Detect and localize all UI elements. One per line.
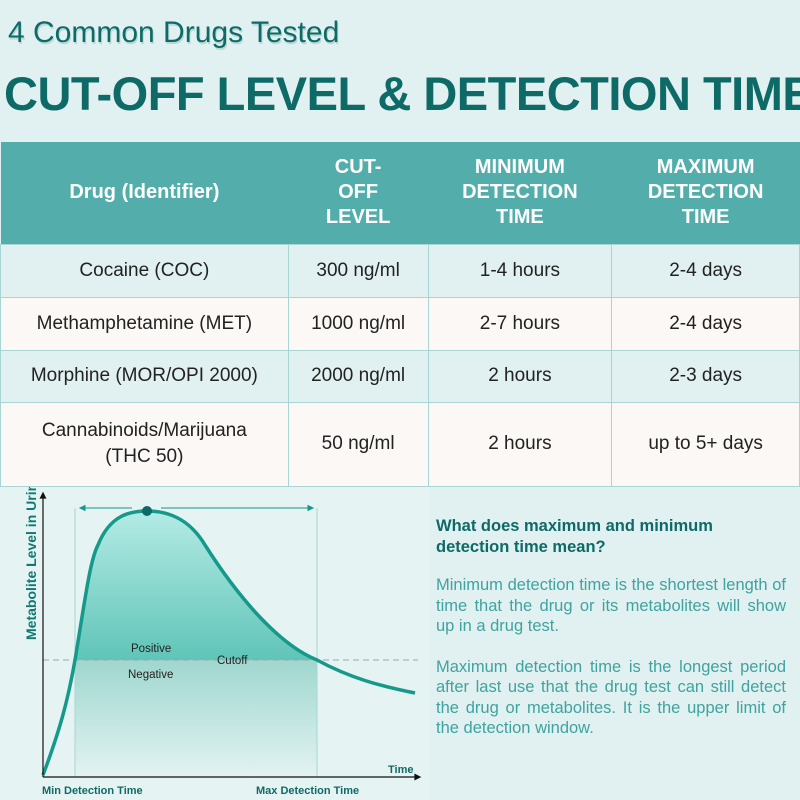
cell-cutoff: 50 ng/ml	[287, 401, 429, 487]
detection-diagram: Metabolite Level in Urine Time Positive …	[0, 487, 430, 800]
negative-label: Negative	[128, 669, 173, 681]
min-detection-label: Min Detection Time	[42, 785, 143, 797]
peak-dot	[142, 506, 152, 516]
axes	[39, 491, 422, 781]
positive-region	[75, 511, 317, 660]
table-row: Cannabinoids/Marijuana (THC 50) 50 ng/ml…	[0, 401, 800, 487]
col-cutoff: CUT-OFF LEVEL	[288, 142, 429, 244]
cutoff-label: Cutoff	[217, 655, 248, 667]
cell-drug: Methamphetamine (MET)	[0, 296, 289, 351]
cell-cutoff: 1000 ng/ml	[287, 296, 429, 351]
cell-min: 2-7 hours	[427, 296, 613, 351]
cell-max: up to 5+ days	[611, 401, 800, 487]
col-drug: Drug (Identifier)	[0, 142, 289, 244]
cell-cutoff: 300 ng/ml	[287, 243, 429, 298]
cell-max: 2-3 days	[611, 349, 800, 403]
cell-cutoff: 2000 ng/ml	[287, 349, 429, 403]
max-detection-label: Max Detection Time	[256, 785, 359, 797]
info-min-text: Minimum detection time is the shortest l…	[436, 576, 786, 635]
col-max: MAXIMUM DETECTION TIME	[611, 142, 800, 244]
cell-min: 1-4 hours	[427, 243, 613, 298]
info-heading: What does maximum and minimum detection …	[436, 517, 713, 556]
info-panel: What does maximum and minimum detection …	[436, 516, 786, 759]
negative-region	[75, 660, 317, 777]
cell-max: 2-4 days	[611, 296, 800, 351]
window-arrow	[78, 504, 315, 512]
cell-max: 2-4 days	[611, 243, 800, 298]
positive-label: Positive	[131, 643, 171, 655]
subtitle: 4 Common Drugs Tested	[8, 16, 340, 49]
drug-table: Drug (Identifier) CUT-OFF LEVEL MINIMUM …	[0, 142, 800, 487]
x-axis-label: Time	[388, 764, 413, 776]
page-title: CUT-OFF LEVEL & DETECTION TIME	[4, 67, 800, 120]
cell-drug: Cannabinoids/Marijuana (THC 50)	[0, 401, 289, 487]
y-axis-label: Metabolite Level in Urine	[23, 487, 39, 640]
table-row: Cocaine (COC) 300 ng/ml 1-4 hours 2-4 da…	[0, 243, 800, 298]
cell-drug: Cocaine (COC)	[0, 243, 289, 298]
cell-min: 2 hours	[427, 401, 613, 487]
col-min: MINIMUM DETECTION TIME	[428, 142, 612, 244]
cell-drug: Morphine (MOR/OPI 2000)	[0, 349, 289, 403]
table-row: Morphine (MOR/OPI 2000) 2000 ng/ml 2 hou…	[0, 349, 800, 403]
cell-min: 2 hours	[427, 349, 613, 403]
table-row: Methamphetamine (MET) 1000 ng/ml 2-7 hou…	[0, 296, 800, 351]
info-max-text: Maximum detection time is the longest pe…	[436, 657, 786, 738]
table-header: Drug (Identifier) CUT-OFF LEVEL MINIMUM …	[0, 142, 800, 244]
